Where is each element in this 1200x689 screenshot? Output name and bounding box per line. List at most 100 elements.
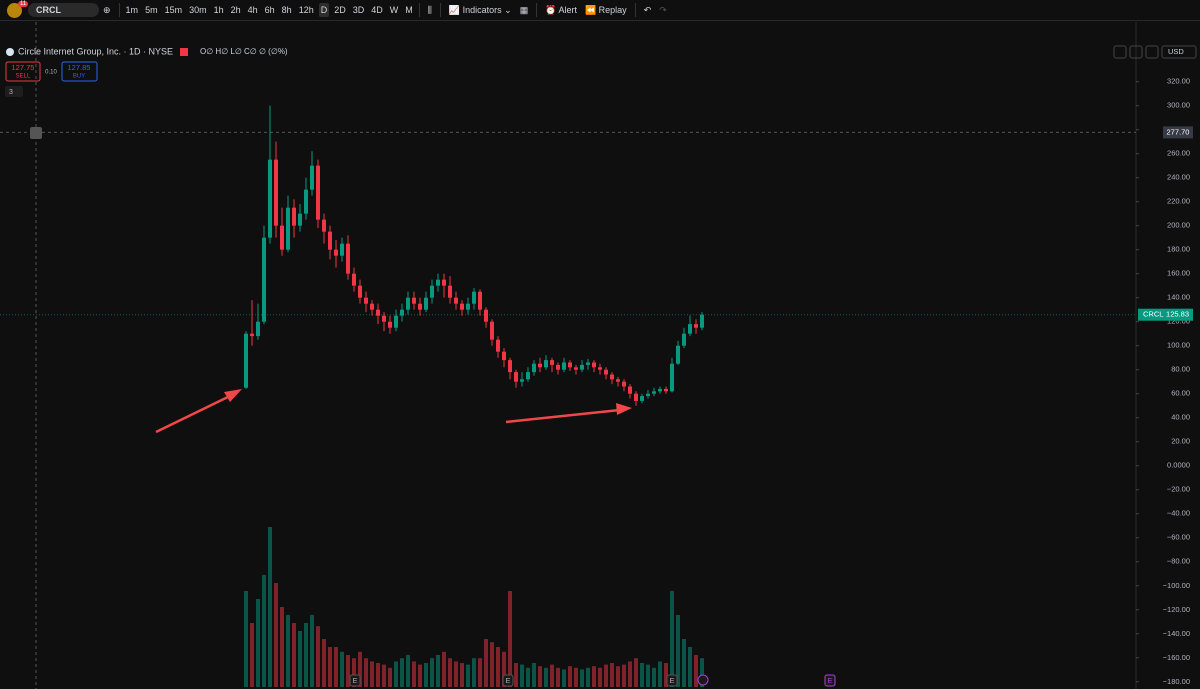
timeframe[interactable]: 1h <box>213 5 224 15</box>
y-tick-label: −40.00 <box>1167 509 1190 518</box>
chart-type[interactable]: ⫼ <box>427 4 432 15</box>
crosshair-plus[interactable] <box>30 127 42 139</box>
volume-bar <box>562 669 566 687</box>
candle-body <box>328 231 332 250</box>
candle-body <box>694 324 698 328</box>
candle-body <box>244 333 248 388</box>
crosshair-label: 277.70 <box>1167 127 1190 136</box>
volume-bar <box>628 661 632 687</box>
candle-body <box>598 367 602 370</box>
candle-body <box>604 369 608 375</box>
candle-body <box>562 362 566 370</box>
axis-controls <box>1113 45 1197 59</box>
timeframe[interactable]: 4D <box>371 5 383 15</box>
timeframe[interactable]: 15m <box>164 5 183 15</box>
event-marker <box>666 674 678 687</box>
candle-body <box>250 333 254 337</box>
candle-body <box>304 189 308 214</box>
candle-body <box>688 324 692 334</box>
last-price-symbol: CRCL <box>1143 310 1163 319</box>
candle-body <box>544 360 548 368</box>
indicators-toggle[interactable] <box>5 86 23 97</box>
volume-bar <box>568 666 572 687</box>
volume-bar <box>442 651 446 687</box>
volume-bar <box>424 663 428 687</box>
separator <box>418 3 420 17</box>
timeframe[interactable]: D <box>318 3 330 17</box>
event-label: E <box>827 676 832 685</box>
symbol-search[interactable]: CRCL <box>28 3 99 17</box>
candle-body <box>376 309 380 316</box>
volume-bar <box>466 664 470 687</box>
candle-body <box>610 374 614 380</box>
volume-bar <box>448 658 452 687</box>
candle-body <box>400 309 404 316</box>
candle-body <box>472 291 476 304</box>
y-tick-label: 60.00 <box>1171 389 1190 398</box>
replay-label: Replay <box>598 4 627 15</box>
volume-bar <box>418 664 422 687</box>
candle-body <box>316 165 320 220</box>
currency-button[interactable] <box>1161 45 1197 59</box>
timeframe[interactable]: 5m <box>145 5 158 15</box>
candle-body <box>454 297 458 304</box>
volume-bar <box>580 669 584 687</box>
volume-bar <box>274 583 278 687</box>
volume-bar <box>472 658 476 687</box>
candle-body <box>352 273 356 286</box>
candle-body <box>478 291 482 310</box>
volume-bar <box>250 623 254 687</box>
scroll-up[interactable] <box>1113 45 1127 59</box>
volume-bar <box>334 647 338 687</box>
timeframe[interactable]: 2h <box>230 5 241 15</box>
timeframe[interactable]: 8h <box>281 5 292 15</box>
split-marker <box>697 674 709 686</box>
candle-body <box>520 379 524 382</box>
symbol-logo <box>6 48 14 56</box>
candle-body <box>568 362 572 368</box>
replay-button[interactable]: ⏪ Replay <box>584 4 627 15</box>
event-marker <box>502 674 514 687</box>
volume-bar <box>592 666 596 687</box>
add-symbol[interactable]: ⊕ <box>103 4 111 15</box>
timeframe[interactable]: 3D <box>352 5 365 15</box>
volume-bar <box>406 655 410 687</box>
undo[interactable]: ↶ <box>643 4 652 15</box>
timeframe[interactable]: 30m <box>189 5 207 15</box>
timeframe[interactable]: 1m <box>125 5 139 15</box>
event-marker <box>824 674 836 687</box>
reset[interactable] <box>1145 45 1159 59</box>
y-tick-label: 100.00 <box>1167 341 1190 350</box>
volume-bar <box>352 658 356 687</box>
sell-button[interactable] <box>5 61 41 82</box>
indicators-button[interactable]: 📈 Indicators ⌄ <box>448 4 512 15</box>
candle-body <box>358 285 362 298</box>
alert-button[interactable]: ⏰ Alert <box>545 4 577 15</box>
volume-bar <box>430 658 434 687</box>
volume-bar <box>436 655 440 687</box>
volume-bar <box>478 658 482 687</box>
indicators-label: Indicators <box>462 4 502 15</box>
timeframe[interactable]: 2D <box>334 5 346 15</box>
y-tick-label: 300.00 <box>1167 101 1190 110</box>
candle-body <box>430 285 434 298</box>
candle-body <box>436 279 440 286</box>
candle-body <box>448 285 452 298</box>
timeframe[interactable]: M <box>405 5 413 15</box>
scroll-down[interactable] <box>1129 45 1143 59</box>
candle-body <box>370 303 374 310</box>
redo[interactable]: ↷ <box>659 4 667 15</box>
volume-bar <box>262 575 266 687</box>
separator <box>439 3 441 17</box>
candle-body <box>616 379 620 382</box>
timeframe[interactable]: 4h <box>247 5 258 15</box>
indicator-count: 3 <box>9 89 13 96</box>
timeframe[interactable]: 12h <box>298 5 314 15</box>
candle-body <box>622 381 626 387</box>
event-label: E <box>352 676 357 685</box>
buy-button[interactable] <box>61 61 98 82</box>
timeframe[interactable]: W <box>389 5 399 15</box>
timeframe[interactable]: 6h <box>264 5 275 15</box>
layouts[interactable]: ▦ <box>519 4 529 15</box>
